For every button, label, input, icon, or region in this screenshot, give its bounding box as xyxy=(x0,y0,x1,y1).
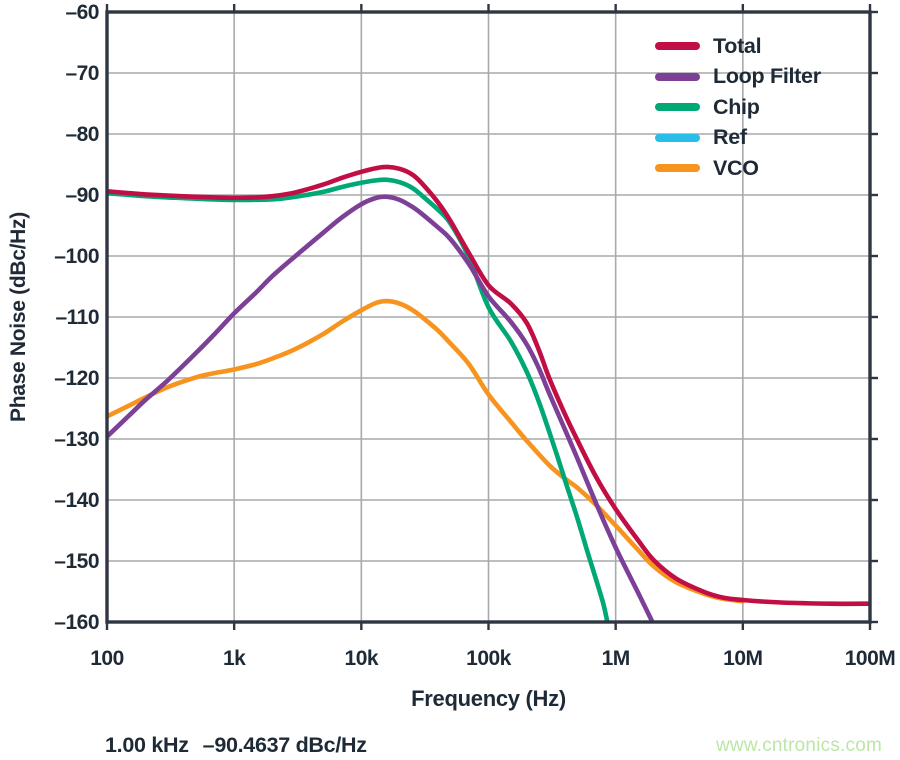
curve-total xyxy=(107,164,870,607)
y-tick-label: –160 xyxy=(54,611,99,634)
y-tick-label: –90 xyxy=(65,184,99,207)
x-tick-label: 1M xyxy=(601,647,631,670)
legend-label-ref: Ref xyxy=(713,125,747,150)
x-tick-label: 10M xyxy=(723,647,763,670)
legend-label-total: Total xyxy=(713,33,762,58)
x-tick-label: 100M xyxy=(844,647,896,670)
curve-vco xyxy=(107,298,746,604)
y-tick-label: –80 xyxy=(65,123,99,146)
x-tick-label: 100 xyxy=(90,647,124,670)
legend-label-chip: Chip xyxy=(713,94,760,119)
y-tick-label: –140 xyxy=(54,489,99,512)
legend-swatch-total xyxy=(655,42,700,51)
y-tick-label: –110 xyxy=(55,306,99,329)
x-tick-label: 10k xyxy=(344,647,379,670)
legend-swatch-chip xyxy=(655,103,700,112)
legend-item-chip: Chip xyxy=(655,92,821,123)
legend-item-vco: VCO xyxy=(655,153,821,184)
legend-label-loop-filter: Loop Filter xyxy=(713,64,821,89)
marker-frequency: 1.00 kHz xyxy=(105,733,189,757)
y-tick-label: –60 xyxy=(65,1,99,24)
legend-item-ref: Ref xyxy=(655,123,821,154)
curve-loop-filter xyxy=(107,194,655,622)
legend-item-loop-filter: Loop Filter xyxy=(655,62,821,93)
legend: Total Loop Filter Chip Ref VCO xyxy=(655,31,821,184)
legend-item-total: Total xyxy=(655,31,821,62)
y-tick-label: –120 xyxy=(54,367,99,390)
curves xyxy=(107,164,870,622)
x-tick-label: 100k xyxy=(466,647,511,670)
y-tick-label: –150 xyxy=(54,550,99,573)
legend-label-vco: VCO xyxy=(713,155,759,180)
curve-chip xyxy=(107,177,610,622)
gridlines xyxy=(107,12,870,622)
plot-border xyxy=(105,10,872,624)
legend-swatch-vco xyxy=(655,164,700,173)
watermark-text: www.cntronics.com xyxy=(716,735,882,756)
x-tick-label: 1k xyxy=(222,647,246,670)
marker-value: –90.4637 dBc/Hz xyxy=(202,733,367,757)
y-axis-title: Phase Noise (dBc/Hz) xyxy=(7,212,30,422)
marker-annotation: 1.00 kHz –90.4637 dBc/Hz xyxy=(105,733,367,758)
legend-swatch-loop-filter xyxy=(655,72,700,81)
y-tick-label: –100 xyxy=(54,245,99,268)
legend-swatch-ref xyxy=(655,133,700,142)
y-tick-label: –70 xyxy=(65,62,99,85)
y-tick-label: –130 xyxy=(54,428,99,451)
x-axis-title: Frequency (Hz) xyxy=(411,686,566,711)
